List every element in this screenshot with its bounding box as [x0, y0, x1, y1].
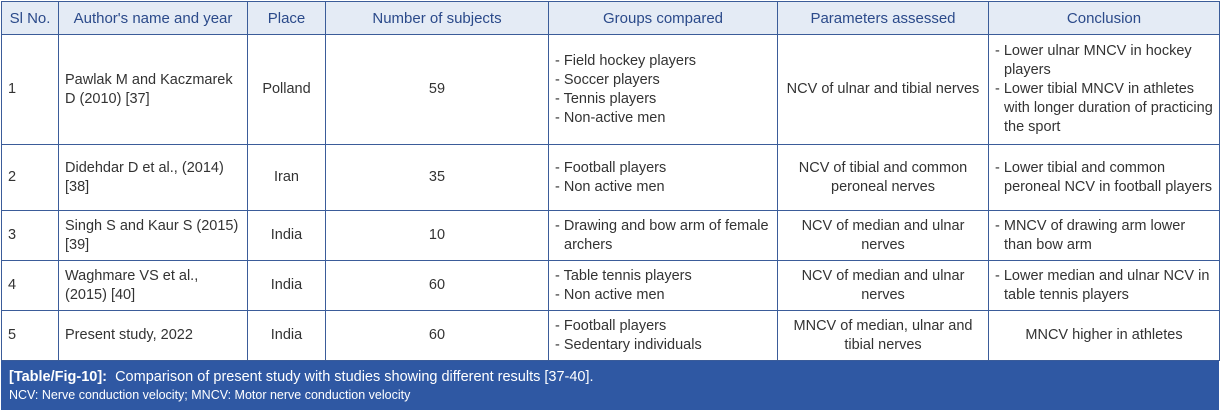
table-row: 1 Pawlak M and Kaczmarek D (2010) [37] Pol…	[1, 34, 1220, 145]
cell-sl-no: 2	[1, 144, 59, 211]
list-item: Lower ulnar MNCV in hockey players	[995, 42, 1213, 80]
cell-author: Didehdar D et al., (2014) [38]	[58, 144, 248, 211]
cell-parameters: NCV of tibial and common peroneal nerves	[777, 144, 989, 211]
list-item: Sedentary individuals	[555, 336, 771, 355]
cell-sl-no: 1	[1, 34, 59, 145]
cell-conclusion: Lower tibial and common peroneal NCV in …	[988, 144, 1220, 211]
conclusion-list: Lower ulnar MNCV in hockey playersLower …	[995, 42, 1213, 137]
cell-author: Present study, 2022	[58, 310, 248, 361]
caption-note: NCV: Nerve conduction velocity; MNCV: Mo…	[9, 388, 411, 402]
groups-list: Football playersNon active men	[555, 159, 771, 197]
cell-parameters: MNCV of median, ulnar and tibial nerves	[777, 310, 989, 361]
table-header-row: Sl No. Author's name and year Place Numb…	[1, 1, 1220, 35]
cell-sl-no: 3	[1, 210, 59, 261]
caption-label: [Table/Fig-10]:	[9, 369, 108, 385]
cell-author: Pawlak M and Kaczmarek D (2010) [37]	[58, 34, 248, 145]
table-caption: [Table/Fig-10]: Comparison of present st…	[1, 361, 1219, 410]
groups-list: Field hockey playersSoccer playersTennis…	[555, 52, 771, 128]
cell-conclusion: Lower ulnar MNCV in hockey playersLower …	[988, 34, 1220, 145]
cell-subjects: 60	[325, 310, 549, 361]
cell-author: Waghmare VS et al., (2015) [40]	[58, 260, 248, 311]
cell-groups: Table tennis playersNon active men	[548, 260, 778, 311]
header-groups: Groups compared	[548, 1, 778, 35]
cell-parameters: NCV of median and ulnar nerves	[777, 210, 989, 261]
cell-place: India	[247, 310, 326, 361]
list-item: Drawing and bow arm of female archers	[555, 217, 771, 255]
cell-subjects: 60	[325, 260, 549, 311]
cell-groups: Drawing and bow arm of female archers	[548, 210, 778, 261]
cell-author: Singh S and Kaur S (2015) [39]	[58, 210, 248, 261]
cell-groups: Field hockey playersSoccer playersTennis…	[548, 34, 778, 145]
list-item: Football players	[555, 159, 771, 178]
cell-groups: Football playersSedentary individuals	[548, 310, 778, 361]
cell-place: India	[247, 260, 326, 311]
groups-list: Drawing and bow arm of female archers	[555, 217, 771, 255]
cell-parameters: NCV of median and ulnar nerves	[777, 260, 989, 311]
conclusion-list: Lower tibial and common peroneal NCV in …	[995, 159, 1213, 197]
cell-parameters: NCV of ulnar and tibial nerves	[777, 34, 989, 145]
list-item: Table tennis players	[555, 267, 771, 286]
header-subjects: Number of subjects	[325, 1, 549, 35]
list-item: Lower tibial MNCV in athletes with longe…	[995, 80, 1213, 137]
comparison-table: Sl No. Author's name and year Place Numb…	[1, 1, 1220, 361]
list-item: Non active men	[555, 178, 771, 197]
cell-groups: Football playersNon active men	[548, 144, 778, 211]
list-item: Non active men	[555, 286, 771, 305]
cell-place: Polland	[247, 34, 326, 145]
list-item: Football players	[555, 317, 771, 336]
header-conclusion: Conclusion	[988, 1, 1220, 35]
cell-subjects: 10	[325, 210, 549, 261]
conclusion-list: MNCV of drawing arm lower than bow arm	[995, 217, 1213, 255]
list-item: Tennis players	[555, 90, 771, 109]
list-item: Field hockey players	[555, 52, 771, 71]
cell-conclusion: Lower median and ulnar NCV in table tenn…	[988, 260, 1220, 311]
cell-conclusion: MNCV of drawing arm lower than bow arm	[988, 210, 1220, 261]
cell-subjects: 59	[325, 34, 549, 145]
header-parameters: Parameters assessed	[777, 1, 989, 35]
list-item: Soccer players	[555, 71, 771, 90]
cell-conclusion: MNCV higher in athletes	[988, 310, 1220, 361]
groups-list: Football playersSedentary individuals	[555, 317, 771, 355]
cell-place: India	[247, 210, 326, 261]
list-item: Non-active men	[555, 109, 771, 128]
header-place: Place	[247, 1, 326, 35]
list-item: Lower tibial and common peroneal NCV in …	[995, 159, 1213, 197]
header-sl-no: Sl No.	[1, 1, 59, 35]
conclusion-list: Lower median and ulnar NCV in table tenn…	[995, 267, 1213, 305]
cell-sl-no: 5	[1, 310, 59, 361]
groups-list: Table tennis playersNon active men	[555, 267, 771, 305]
list-item: Lower median and ulnar NCV in table tenn…	[995, 267, 1213, 305]
caption-text: Comparison of present study with studies…	[115, 369, 594, 385]
cell-place: Iran	[247, 144, 326, 211]
cell-sl-no: 4	[1, 260, 59, 311]
header-author: Author's name and year	[58, 1, 248, 35]
list-item: MNCV of drawing arm lower than bow arm	[995, 217, 1213, 255]
cell-subjects: 35	[325, 144, 549, 211]
